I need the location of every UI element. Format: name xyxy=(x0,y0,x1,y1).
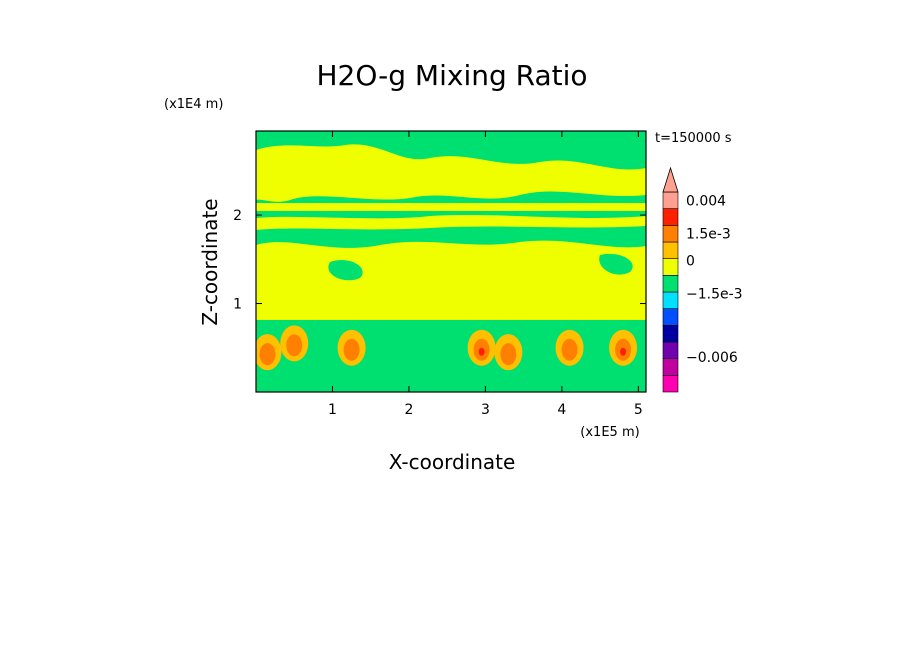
y-tick-label: 2 xyxy=(233,208,242,224)
plume-peak xyxy=(478,347,485,356)
colorbar-swatch xyxy=(662,275,679,293)
colorbar-swatch xyxy=(662,341,679,359)
y-axis: 12 xyxy=(233,208,646,313)
colorbar-swatch xyxy=(662,241,679,259)
region-band-yellow xyxy=(256,203,646,211)
colorbar-label: −1.5e-3 xyxy=(686,287,743,303)
time-label: t=150000 s xyxy=(655,131,732,146)
y-tick-label: 1 xyxy=(233,297,242,313)
colorbar-swatch xyxy=(662,358,679,376)
colorbar-label: −0.006 xyxy=(686,350,738,366)
x-axis: 1 2 3 4 5 xyxy=(328,131,643,418)
region-band-yellow-2 xyxy=(256,215,646,230)
colorbar-arrow xyxy=(662,166,679,193)
colorbar-label: 0 xyxy=(686,253,695,269)
y-axis-title: Z-coordinate xyxy=(198,198,222,325)
plume-core xyxy=(259,343,276,366)
y-unit-label: (x1E4 m) xyxy=(164,97,223,112)
x-axis-title: X-coordinate xyxy=(389,450,516,474)
colorbar-label: 0.004 xyxy=(686,193,726,209)
x-unit-label: (x1E5 m) xyxy=(580,425,639,440)
x-tick-label: 1 xyxy=(328,402,337,418)
colorbar-swatch xyxy=(662,258,679,276)
region-green-patch xyxy=(328,260,363,281)
x-tick-label: 4 xyxy=(557,402,566,418)
colorbar-swatch xyxy=(662,225,679,243)
region-green-patch-2 xyxy=(599,253,633,275)
colorbar-swatch xyxy=(662,208,679,226)
region-mid-yellow xyxy=(256,240,646,320)
colorbar-swatch xyxy=(662,291,679,309)
x-tick-label: 5 xyxy=(634,402,643,418)
colorbar-swatch xyxy=(662,375,679,393)
plume-core xyxy=(286,334,303,357)
colorbar: 0.004 1.5e-3 0 −1.5e-3 −0.006 xyxy=(662,166,743,393)
colorbar-label: 1.5e-3 xyxy=(686,227,731,243)
plume-core xyxy=(343,338,360,361)
plot-frame xyxy=(255,130,647,393)
region-upper-yellow xyxy=(256,144,646,202)
x-tick-label: 2 xyxy=(404,402,413,418)
colorbar-swatch xyxy=(662,308,679,326)
plume-core xyxy=(561,338,578,361)
colorbar-swatch xyxy=(662,191,679,209)
plume-peak xyxy=(620,347,627,356)
contour-field xyxy=(256,131,646,392)
colorbar-swatch xyxy=(662,325,679,343)
chart-title: H2O-g Mixing Ratio xyxy=(316,59,587,92)
plume-core xyxy=(500,343,517,366)
x-tick-label: 3 xyxy=(481,402,490,418)
